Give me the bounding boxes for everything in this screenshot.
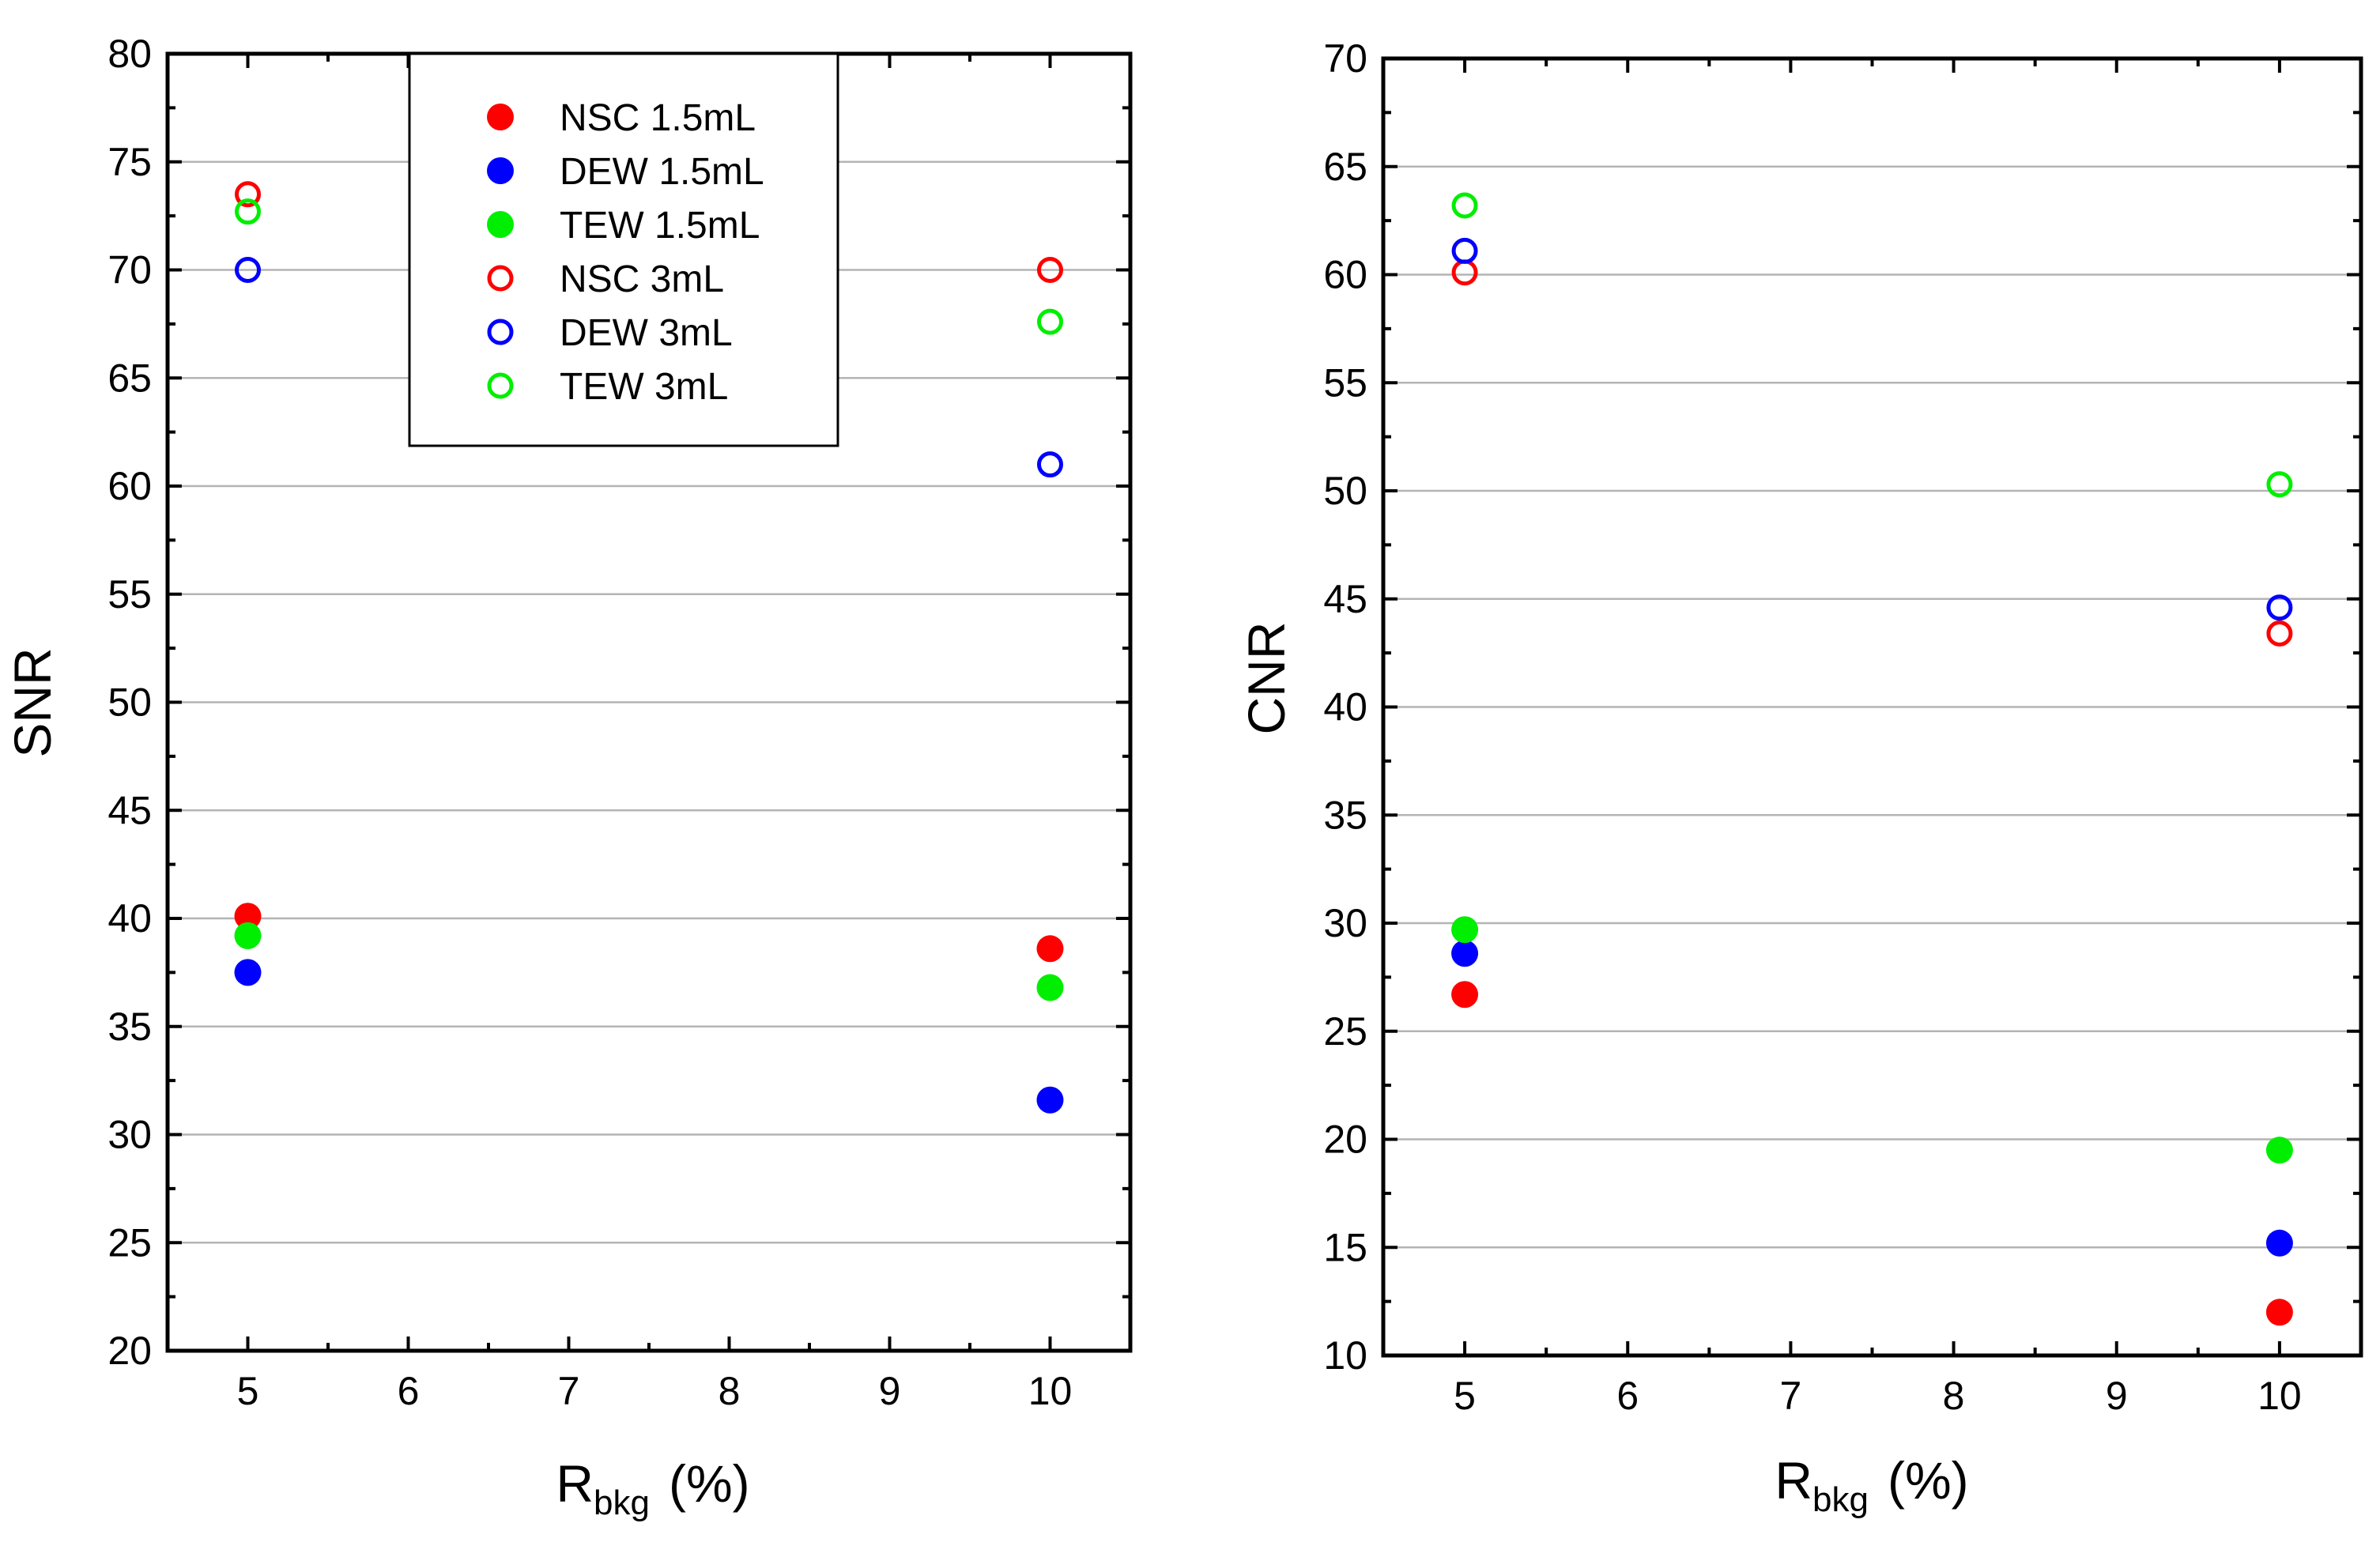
- legend-label-dew-1-5ml: DEW 1.5mL: [560, 151, 764, 193]
- snr-point-nsc-3ml-x10: [1037, 257, 1063, 283]
- snr-point-dew-3ml-x5: [235, 257, 261, 283]
- legend-marker-dew-3ml: [487, 319, 514, 345]
- snr-ytick-label-25: 25: [107, 1220, 152, 1265]
- snr-ytick-label-20: 20: [107, 1329, 152, 1373]
- cnr-gridlines: [1383, 165, 2361, 1249]
- legend-box: [408, 52, 839, 447]
- cnr-ytick-label-60: 60: [1323, 253, 1367, 297]
- cnr-x-axis-unit: (%): [1888, 1451, 1969, 1510]
- snr-xtick-label-10: 10: [1028, 1369, 1073, 1413]
- cnr-xtick-label-7: 7: [1780, 1374, 1802, 1418]
- cnr-point-dew-1-5ml-x5: [1451, 940, 1479, 967]
- snr-ytick-label-50: 50: [107, 681, 152, 725]
- snr-xtick-label-9: 9: [879, 1369, 901, 1413]
- snr-ytick-label-65: 65: [107, 356, 152, 400]
- snr-ytick-label-40: 40: [107, 896, 152, 941]
- snr-xtick-label-5: 5: [237, 1369, 259, 1413]
- legend-marker-nsc-3ml: [487, 265, 514, 292]
- cnr-xtick-label-8: 8: [1943, 1374, 1965, 1418]
- snr-ytick-label-80: 80: [107, 32, 152, 76]
- cnr-ytick-label-45: 45: [1323, 577, 1367, 621]
- snr-ytick-label-55: 55: [107, 572, 152, 616]
- cnr-point-dew-3ml-x5: [1451, 237, 1478, 264]
- legend-marker-dew-1-5ml: [487, 157, 514, 184]
- cnr-y-axis-title: CNR: [1237, 622, 1296, 735]
- cnr-ytick-label-10: 10: [1323, 1333, 1367, 1378]
- cnr-x-axis-main: R: [1775, 1451, 1812, 1510]
- snr-markers: [234, 181, 1064, 1114]
- cnr-ytick-label-15: 15: [1323, 1225, 1367, 1269]
- cnr-point-dew-1-5ml-x10: [2265, 1229, 2293, 1257]
- snr-point-dew-1-5ml-x10: [1036, 1086, 1064, 1114]
- snr-y-axis-title: SNR: [3, 647, 62, 757]
- snr-xtick-label-8: 8: [719, 1369, 741, 1413]
- snr-xtick-label-6: 6: [398, 1369, 420, 1413]
- cnr-plot-frame: [1381, 56, 2363, 1358]
- snr-point-tew-1-5ml-x5: [234, 922, 262, 949]
- snr-ytick-label-60: 60: [107, 464, 152, 508]
- snr-point-nsc-1-5ml-x5: [234, 903, 262, 930]
- snr-ytick-label-35: 35: [107, 1005, 152, 1049]
- snr-x-axis-unit: (%): [669, 1454, 750, 1513]
- cnr-ytick-label-30: 30: [1323, 901, 1367, 945]
- cnr-ytick-label-50: 50: [1323, 469, 1367, 513]
- cnr-point-nsc-1-5ml-x5: [1451, 981, 1479, 1009]
- cnr-point-nsc-1-5ml-x10: [2265, 1299, 2293, 1326]
- cnr-point-tew-3ml-x5: [1451, 192, 1478, 219]
- cnr-ytick-label-55: 55: [1323, 360, 1367, 405]
- snr-panel: 20 25 30 35 40 45 50 55 60 65 70 75 80 5 6 7 8 9 10 NSC 1.…: [3, 32, 1133, 1522]
- legend-label-tew-1-5ml: TEW 1.5mL: [560, 205, 760, 247]
- snr-point-dew-3ml-x10: [1037, 451, 1063, 478]
- cnr-point-tew-3ml-x10: [2266, 471, 2293, 498]
- snr-point-nsc-3ml-x5: [235, 181, 261, 208]
- snr-tick-labels: 20 25 30 35 40 45 50 55 60 65 70 75 80 5 6 7 8 9 10: [107, 32, 1072, 1413]
- cnr-panel: 10 15 20 25 30 35 40 45 50 55 60 65 70 5 6 7 8 9 10 CNR Rb…: [1237, 36, 2363, 1519]
- snr-x-axis-sub: bkg: [594, 1484, 650, 1522]
- snr-point-tew-1-5ml-x10: [1036, 974, 1064, 1001]
- legend: NSC 1.5mL DEW 1.5mL TEW 1.5mL NSC 3mL DEW 3m…: [408, 52, 839, 447]
- cnr-point-dew-3ml-x10: [2266, 594, 2293, 621]
- legend-marker-nsc-1-5ml: [487, 104, 514, 130]
- cnr-ytick-label-20: 20: [1323, 1118, 1367, 1162]
- legend-label-nsc-1-5ml: NSC 1.5mL: [560, 97, 756, 139]
- cnr-ytick-label-35: 35: [1323, 793, 1367, 837]
- cnr-xtick-label-10: 10: [2257, 1374, 2302, 1418]
- cnr-tick-labels: 10 15 20 25 30 35 40 45 50 55 60 65 70 5 6 7 8 9 10: [1323, 36, 2301, 1418]
- snr-ytick-label-75: 75: [107, 140, 152, 184]
- snr-point-dew-1-5ml-x5: [234, 959, 262, 986]
- snr-ytick-label-45: 45: [107, 788, 152, 832]
- snr-xtick-label-7: 7: [558, 1369, 580, 1413]
- cnr-ytick-label-65: 65: [1323, 145, 1367, 189]
- cnr-xtick-label-6: 6: [1616, 1374, 1639, 1418]
- snr-point-tew-3ml-x10: [1037, 308, 1063, 335]
- legend-marker-tew-3ml: [487, 372, 514, 399]
- snr-x-axis-title: Rbkg (%): [556, 1454, 749, 1522]
- legend-label-dew-3ml: DEW 3mL: [560, 312, 733, 354]
- snr-point-nsc-1-5ml-x10: [1036, 935, 1064, 963]
- legend-label-nsc-3ml: NSC 3mL: [560, 258, 724, 300]
- snr-point-tew-3ml-x5: [235, 198, 261, 225]
- snr-x-axis-main: R: [556, 1454, 594, 1513]
- cnr-ytick-label-25: 25: [1323, 1009, 1367, 1054]
- cnr-point-nsc-3ml-x10: [2266, 620, 2293, 647]
- legend-marker-tew-1-5ml: [487, 211, 514, 238]
- snr-ytick-label-30: 30: [107, 1113, 152, 1157]
- cnr-xtick-label-5: 5: [1454, 1374, 1476, 1418]
- snr-ytick-label-70: 70: [107, 248, 152, 292]
- cnr-xtick-label-9: 9: [2106, 1374, 2128, 1418]
- cnr-point-tew-1-5ml-x10: [2265, 1137, 2293, 1164]
- legend-label-tew-3ml: TEW 3mL: [560, 366, 728, 408]
- cnr-x-axis-sub: bkg: [1812, 1480, 1869, 1519]
- cnr-point-tew-1-5ml-x5: [1451, 916, 1479, 944]
- cnr-ytick-label-40: 40: [1323, 685, 1367, 730]
- cnr-x-axis-title: Rbkg (%): [1775, 1451, 1968, 1519]
- cnr-ytick-label-70: 70: [1323, 36, 1367, 81]
- cnr-markers: [1451, 192, 2293, 1326]
